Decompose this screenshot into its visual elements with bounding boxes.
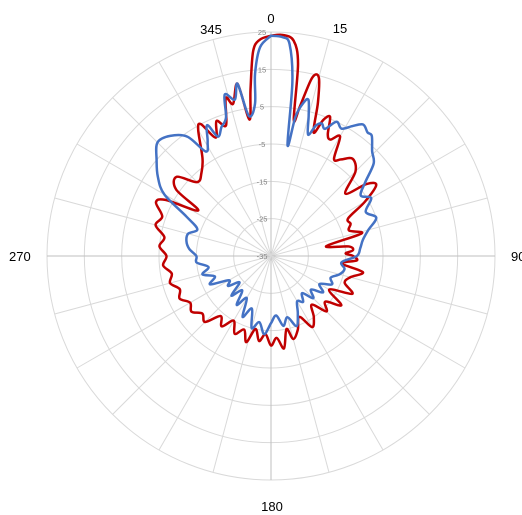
radial-tick-label: 5 (260, 103, 264, 112)
grid-spoke (270, 255, 330, 473)
grid-spoke (270, 255, 384, 451)
grid-spoke (270, 143, 466, 257)
angle-labels: 0 15 345 90 270 180 (9, 11, 522, 514)
grid-spoke (212, 255, 272, 473)
angle-label-345: 345 (200, 22, 222, 37)
series-line-red (154, 33, 378, 350)
grid-spoke (158, 61, 272, 257)
grid-spoke (270, 255, 430, 415)
polar-grid (46, 31, 496, 481)
radial-tick-label: -25 (257, 215, 268, 224)
series-layer (154, 33, 378, 350)
grid-spoke (76, 143, 272, 257)
radial-tick-label: -35 (257, 252, 268, 261)
series-line-blue (154, 34, 378, 336)
radial-tick-labels: -35 -25 -15 -5 5 15 25 (257, 28, 268, 261)
angle-label-15: 15 (333, 21, 347, 36)
radial-tick-label: 15 (258, 65, 266, 74)
angle-label-270: 270 (9, 249, 31, 264)
grid-spoke (112, 97, 272, 257)
angle-label-90: 90 (511, 249, 522, 264)
grid-spoke (270, 255, 488, 315)
radial-tick-label: -15 (257, 177, 268, 186)
grid-spoke (212, 39, 272, 257)
grid-spoke (54, 197, 272, 257)
grid-spoke (270, 255, 466, 369)
grid-spoke (270, 97, 430, 257)
grid-spoke (54, 255, 272, 315)
grid-spoke (270, 197, 488, 257)
radial-tick-label: 25 (258, 28, 266, 37)
grid-spoke (112, 255, 272, 415)
angle-label-0: 0 (267, 11, 274, 26)
angle-label-180: 180 (261, 499, 283, 514)
grid-spoke (270, 61, 384, 257)
grid-spoke (158, 255, 272, 451)
grid-spoke (76, 255, 272, 369)
radial-tick-label: -5 (259, 140, 266, 149)
